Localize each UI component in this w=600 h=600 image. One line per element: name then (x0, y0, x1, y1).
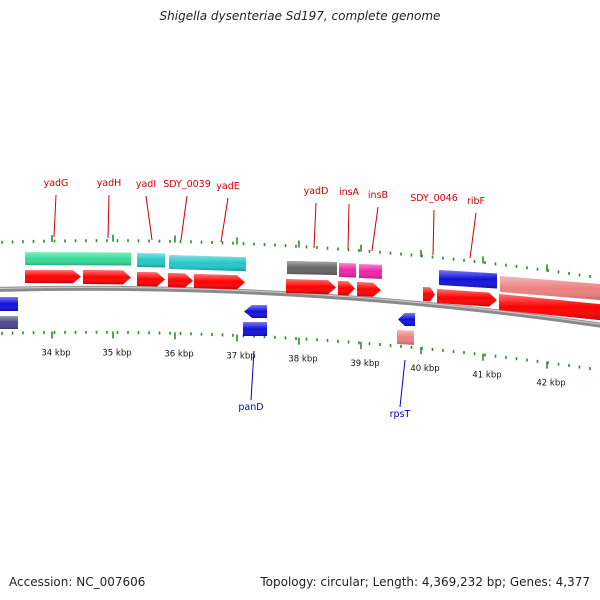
gene-label-yadH: yadH (97, 178, 122, 189)
genome-backbone (0, 285, 600, 328)
cds-arrow-shade (286, 279, 336, 295)
kbp-label: 39 kbp (350, 359, 379, 369)
scale-labels: 34 kbp 35 kbp 36 kbp 37 kbp 38 kbp 39 kbp 40 k… (41, 348, 565, 388)
gene-label-insA: insA (339, 187, 360, 198)
kbp-label: 40 kbp (410, 364, 439, 374)
map-title: Shigella dysenteriae Sd197, complete gen… (159, 9, 441, 23)
cds-arrow-shade (499, 294, 600, 321)
label-leader-line (53, 194, 57, 238)
feature-blocks (0, 252, 600, 345)
kbp-label: 34 kbp (41, 348, 70, 358)
left-edge-navy-block-shade (0, 316, 18, 329)
rpsT-salmon-block-shade (397, 330, 414, 345)
cds-arrow-shade (25, 270, 81, 284)
genome-summary: Topology: circular; Length: 4,369,232 bp… (260, 575, 590, 589)
kbp-label: 36 kbp (164, 349, 193, 359)
gene-label-SDY_0046: SDY_0046 (410, 193, 458, 204)
cds-arrow-shade (168, 273, 193, 288)
gene-label-yadD: yadD (304, 186, 329, 197)
SDY_0046-blue-block-shade (439, 270, 497, 289)
outer-tick-row (1, 234, 591, 278)
gene-label-SDY_0039: SDY_0039 (163, 179, 211, 190)
yadD-gray-block-shade (287, 261, 337, 275)
kbp-label: 35 kbp (102, 348, 131, 358)
gene-label-insB: insB (368, 190, 388, 201)
accession-label: Accession: NC_007606 (9, 575, 146, 589)
yadE-cyan-block-shade (169, 255, 246, 272)
cds-arrow-shade (357, 282, 381, 297)
label-leader-line (313, 202, 317, 249)
genome-backbone-highlight (0, 286, 600, 325)
rpsT-reverse-arrow-shade (398, 313, 415, 326)
gene-label-yadG: yadG (44, 178, 69, 189)
cds-arrow-shade (423, 287, 435, 302)
kbp-label: 42 kbp (536, 379, 565, 389)
inner-tick-row (1, 330, 591, 371)
gene-label-yadI: yadI (136, 179, 156, 190)
label-leader-line (347, 203, 350, 250)
left-edge-blue-block-shade (0, 297, 18, 311)
panD-reverse-arrow-shade (244, 305, 267, 318)
label-leader-line (145, 195, 153, 241)
cds-arrow-shade (338, 281, 355, 296)
insB-magenta-block-shade (359, 264, 382, 279)
panD-blue-block-shade (243, 322, 267, 336)
yadG-yadH-green-block-shade (25, 252, 131, 266)
kbp-label: 38 kbp (288, 355, 317, 365)
kbp-label: 41 kbp (472, 371, 501, 381)
gene-label-panD: panD (238, 402, 263, 413)
cds-arrow-shade (194, 274, 245, 290)
insA-magenta-block-shade (339, 263, 356, 278)
gene-label-ribF: ribF (467, 196, 485, 207)
gene-label-yadE: yadE (216, 181, 239, 192)
label-leader-line (220, 197, 229, 243)
label-leader-line (107, 194, 110, 239)
cds-arrow-shade (437, 289, 497, 307)
gene-labels: yadG yadH yadI SDY_0039 yadE yadD insA insB SDY_… (44, 178, 485, 420)
ribF-salmon-block-shade (500, 276, 600, 300)
cds-arrow-shade (137, 272, 165, 287)
yadI-cyan-block-shade (137, 253, 165, 268)
label-leader-line (469, 212, 477, 259)
label-leader-line (371, 206, 379, 252)
gene-label-rpsT: rpsT (390, 409, 411, 420)
cds-arrow-shade (83, 270, 131, 285)
label-leader-line (432, 209, 435, 256)
label-leader-line (180, 195, 188, 241)
label-leader-line (250, 350, 255, 401)
label-leader-line (399, 359, 406, 408)
kbp-label: 37 kbp (226, 351, 255, 361)
